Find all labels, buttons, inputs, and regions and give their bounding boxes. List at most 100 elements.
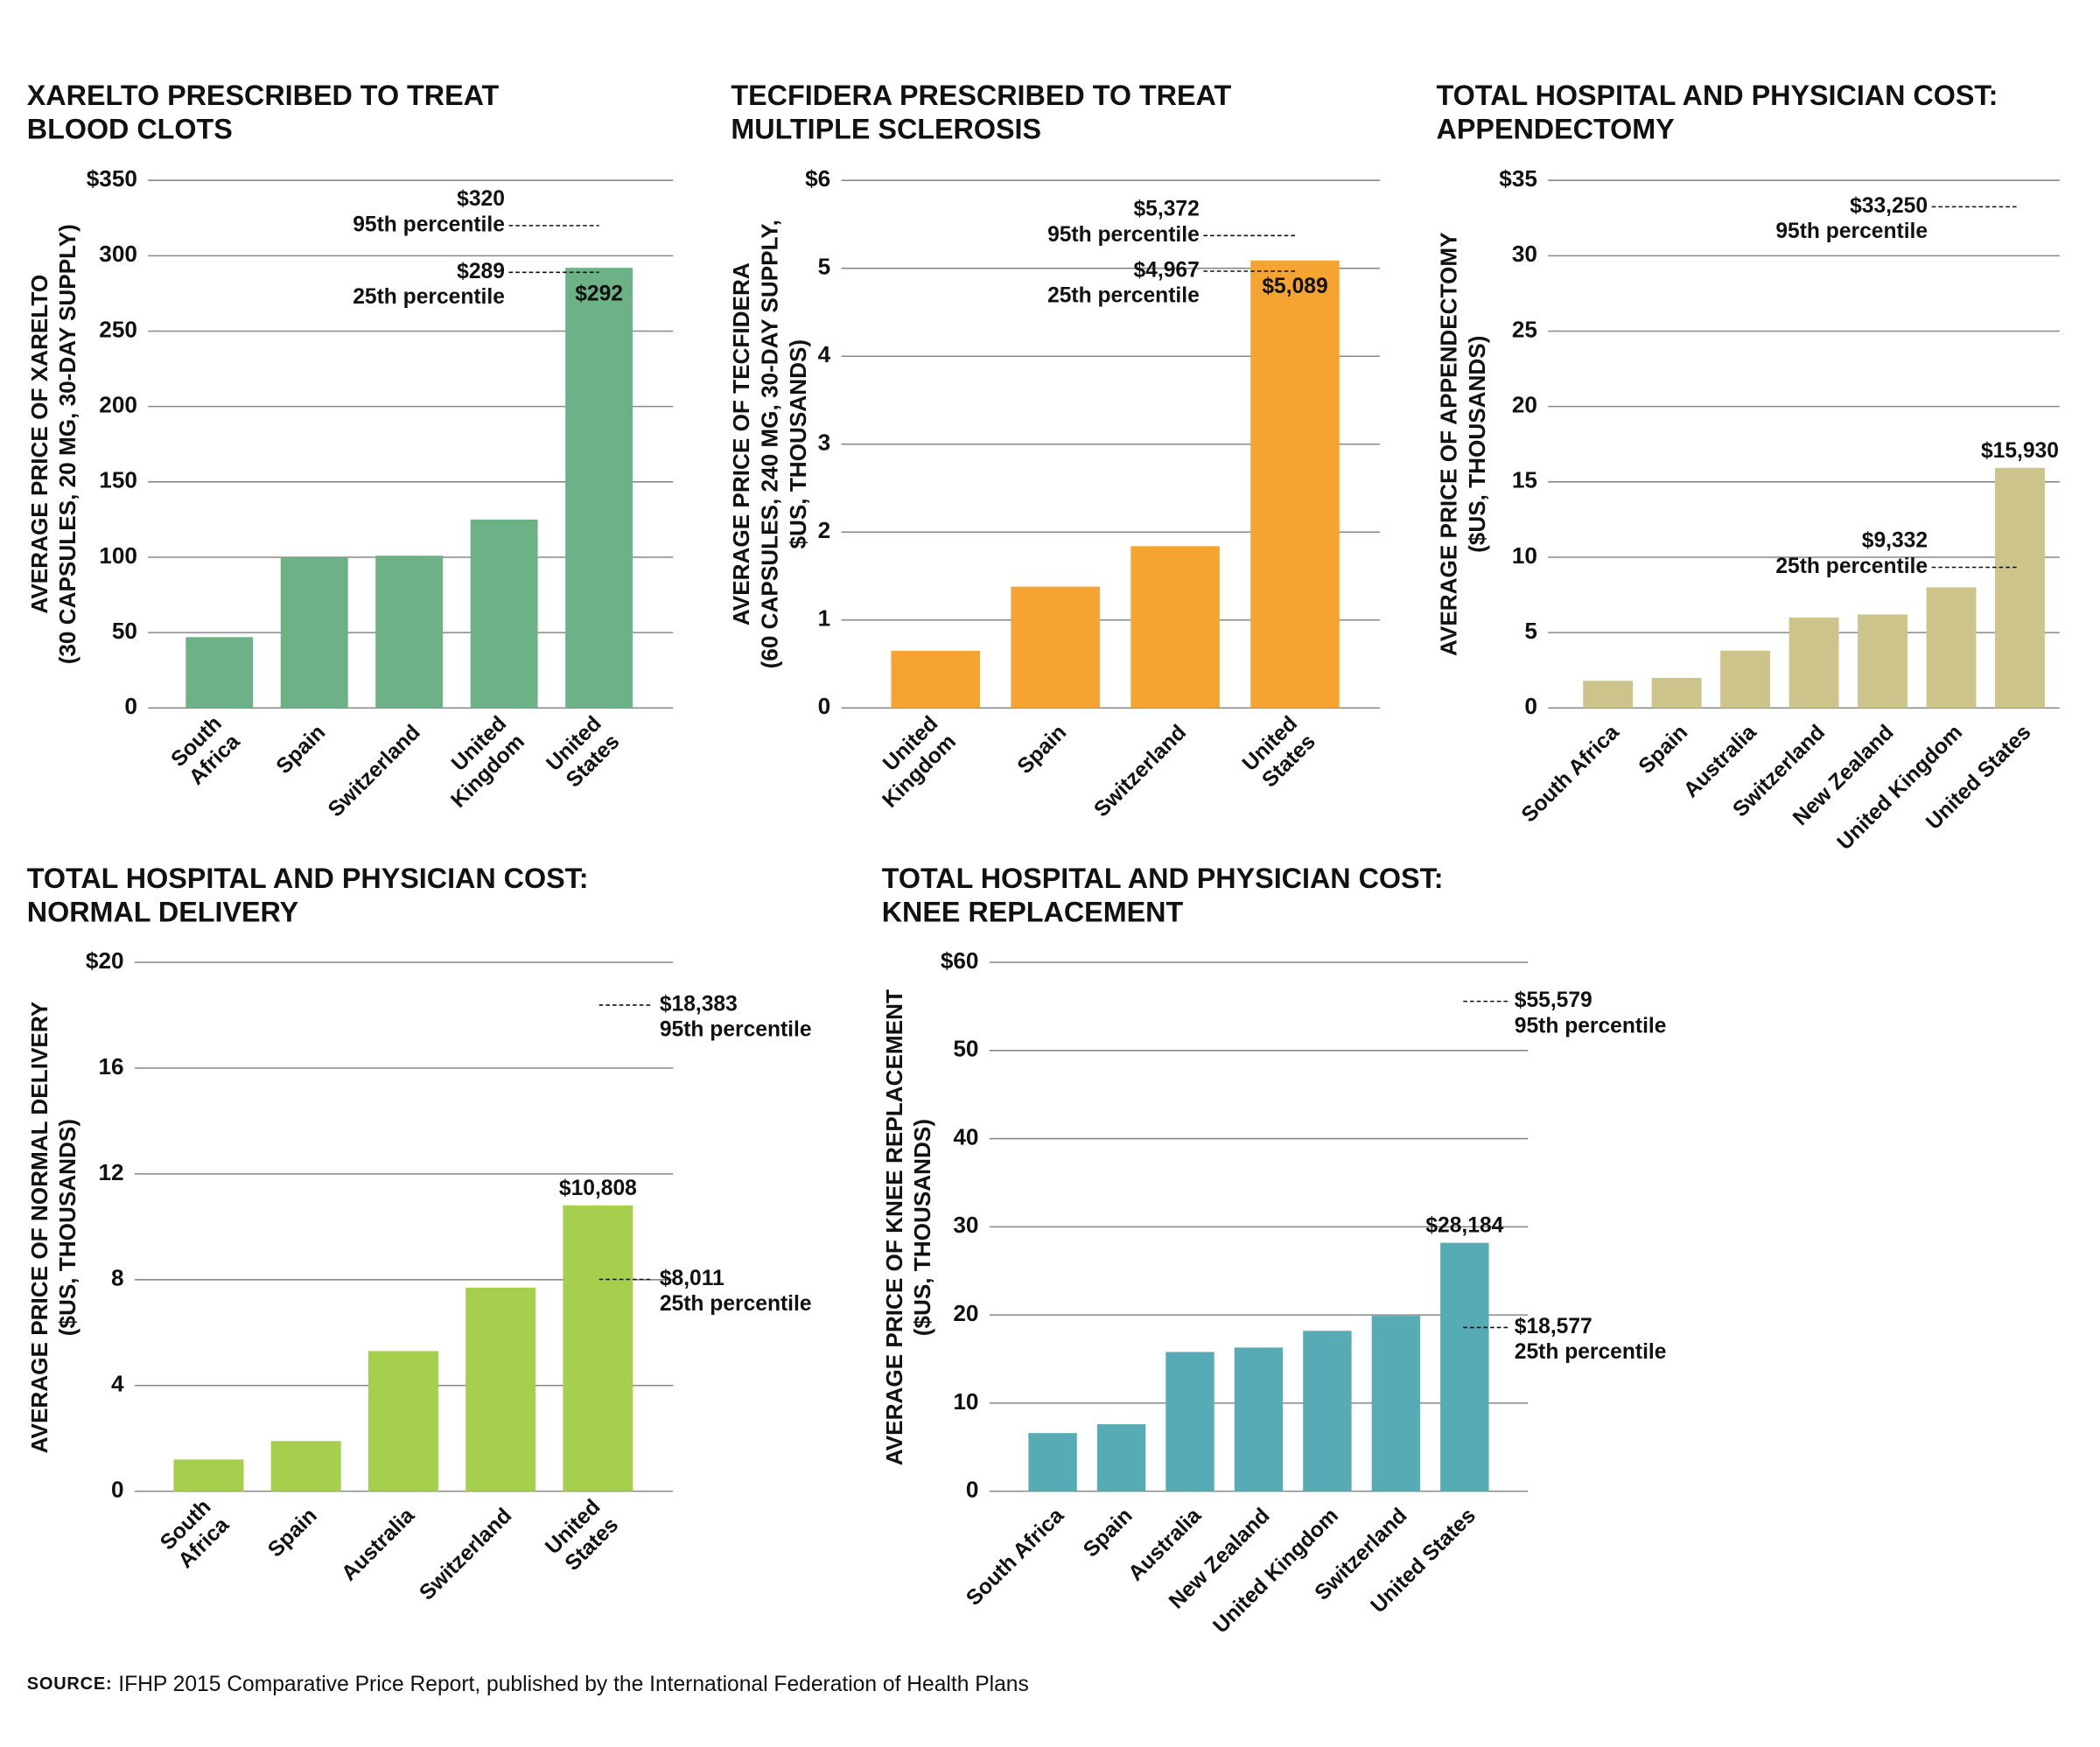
bar: [1028, 1433, 1077, 1492]
bar: [1926, 587, 1977, 709]
y-tick-label: 10: [1512, 542, 1537, 569]
percentile-label: 95th percentile: [660, 1018, 812, 1042]
y-tick-label: 20: [953, 1300, 978, 1326]
percentile-label: 95th percentile: [1775, 220, 1928, 243]
y-tick-label: 250: [99, 316, 137, 342]
y-tick-label: 4: [818, 341, 831, 367]
chart-title: TOTAL HOSPITAL AND PHYSICIAN COST: APPEND…: [1437, 79, 1998, 143]
bar: [470, 519, 538, 709]
percentile-label: 95th percentile: [1515, 1014, 1667, 1038]
y-tick-label: $60: [941, 947, 979, 974]
y-tick-label: 200: [99, 392, 137, 418]
y-tick-label: 3: [818, 430, 831, 456]
bar: [1995, 467, 2045, 709]
percentile-label: 25th percentile: [1515, 1340, 1667, 1364]
percentile-label: 25th percentile: [353, 285, 505, 309]
x-tick-label: Switzerland: [1089, 721, 1191, 822]
y-tick-label: 2: [818, 517, 831, 543]
y-tick-label: 40: [953, 1123, 978, 1150]
y-tick-label: 16: [98, 1053, 123, 1080]
y-tick-label: 12: [98, 1159, 123, 1185]
y-tick-label: 30: [1512, 241, 1537, 267]
bar: [1234, 1347, 1284, 1492]
percentile-value: $18,383: [660, 992, 738, 1016]
y-tick-label: 0: [124, 693, 137, 719]
y-tick-label: 0: [1524, 693, 1537, 719]
chart-title: TOTAL HOSPITAL AND PHYSICIAN COST: NORMAL…: [27, 863, 589, 927]
bar: [1720, 650, 1771, 709]
percentile-value: $55,579: [1515, 989, 1592, 1012]
percentile-value: $289: [457, 260, 505, 283]
bar: [1130, 546, 1220, 709]
percentile-value: $33,250: [1850, 194, 1928, 218]
x-tick-label: SouthAfrica: [166, 711, 244, 789]
x-tick-label: UnitedKingdom: [859, 711, 960, 812]
y-tick-label: $350: [87, 165, 137, 192]
x-tick-label: Switzerland: [415, 1504, 516, 1605]
bar: [1011, 586, 1100, 709]
y-tick-label: 4: [111, 1371, 124, 1397]
x-tick-label: South Africa: [1517, 720, 1624, 827]
y-tick-label: $35: [1499, 165, 1537, 192]
y-tick-label: $20: [86, 947, 124, 974]
x-tick-label: Spain: [1013, 721, 1071, 779]
bar: [280, 556, 348, 709]
x-tick-label: Spain: [263, 1504, 321, 1562]
y-tick-label: 10: [953, 1388, 978, 1415]
percentile-label: 25th percentile: [1775, 555, 1928, 578]
y-tick-label: 300: [99, 241, 137, 267]
y-tick-label: 25: [1512, 316, 1537, 342]
x-tick-label: Spain: [1634, 721, 1692, 779]
percentile-value: $9,332: [1862, 529, 1928, 553]
value-label: $5,089: [1262, 275, 1327, 298]
bar: [1788, 617, 1839, 709]
percentile-value: $4,967: [1133, 259, 1199, 283]
y-axis-label: AVERAGE PRICE OF XARELTO (30 CAPSULES, 20…: [26, 224, 80, 664]
y-axis-label: AVERAGE PRICE OF APPENDECTOMY ($US, THOUS…: [1436, 232, 1490, 656]
y-tick-label: 5: [818, 254, 831, 280]
percentile-value: $18,577: [1515, 1315, 1592, 1338]
y-tick-label: 1: [818, 605, 831, 632]
bar: [1371, 1316, 1421, 1492]
y-tick-label: 0: [966, 1477, 979, 1503]
bar: [1303, 1331, 1352, 1492]
bar: [1858, 614, 1908, 709]
y-tick-label: 30: [953, 1212, 978, 1238]
x-tick-label: South Africa: [962, 1504, 1068, 1611]
x-tick-label: SouthAfrica: [156, 1494, 234, 1572]
y-tick-label: 100: [99, 542, 137, 569]
percentile-label: 95th percentile: [353, 213, 505, 236]
y-tick-label: 50: [953, 1036, 978, 1062]
y-tick-label: 0: [111, 1477, 124, 1503]
x-tick-label: UnitedStates: [541, 1495, 623, 1577]
bar: [1651, 677, 1702, 709]
bar: [1250, 260, 1340, 709]
bar: [1440, 1242, 1489, 1492]
y-axis-label: AVERAGE PRICE OF NORMAL DELIVERY ($US, TH…: [26, 1001, 80, 1453]
source: SOURCE: IFHP 2015 Comparative Price Repo…: [27, 1673, 1029, 1696]
bar: [1583, 681, 1634, 709]
y-axis-label: AVERAGE PRICE OF TECFIDERA (60 CAPSULES, …: [728, 220, 811, 668]
source-text: IFHP 2015 Comparative Price Report, publ…: [112, 1673, 1028, 1696]
bar: [891, 650, 980, 709]
x-tick-label: United Kingdom: [1833, 721, 1967, 855]
y-axis-label: AVERAGE PRICE OF KNEE REPLACEMENT ($US, T…: [881, 989, 935, 1465]
y-tick-label: 0: [818, 693, 831, 719]
x-tick-label: Spain: [272, 721, 330, 779]
percentile-label: 95th percentile: [1047, 223, 1200, 247]
y-tick-label: 8: [111, 1265, 124, 1291]
x-tick-label: UnitedStates: [1238, 711, 1320, 793]
bar: [186, 637, 254, 709]
bar: [173, 1459, 244, 1492]
value-label: $292: [575, 282, 623, 305]
percentile-value: $5,372: [1133, 198, 1199, 221]
bar: [1166, 1352, 1214, 1492]
y-tick-label: 5: [1524, 618, 1537, 644]
chart-title: TOTAL HOSPITAL AND PHYSICIAN COST: KNEE R…: [882, 863, 1444, 927]
percentile-label: 25th percentile: [660, 1292, 812, 1316]
x-tick-label: Australia: [337, 1504, 419, 1586]
y-tick-label: 50: [112, 618, 137, 644]
percentile-label: 25th percentile: [1047, 284, 1200, 308]
bar: [1096, 1424, 1146, 1492]
percentile-value: $320: [457, 187, 505, 211]
